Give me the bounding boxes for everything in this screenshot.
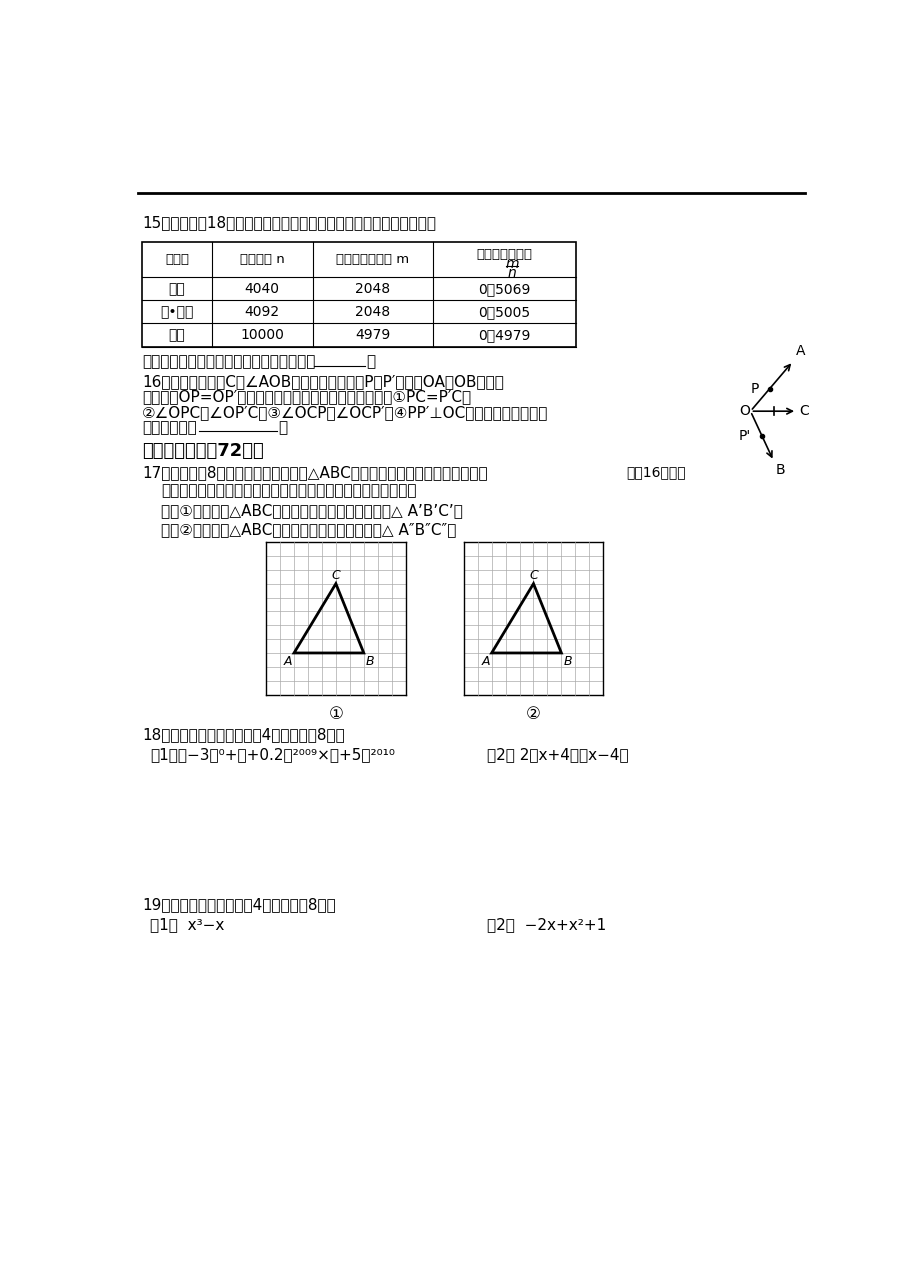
Text: B: B (776, 462, 785, 476)
Text: 。: 。 (278, 420, 288, 435)
Text: C: C (528, 570, 538, 582)
Text: （2）  −2x+x²+1: （2） −2x+x²+1 (486, 917, 606, 932)
Text: O: O (739, 405, 750, 418)
Text: B: B (366, 655, 374, 668)
Text: P': P' (738, 429, 751, 443)
Text: 德•摩根: 德•摩根 (160, 305, 194, 319)
Text: P: P (750, 382, 758, 396)
Text: 4040: 4040 (244, 282, 279, 296)
Text: 18．计算或化简：（每小题4分，本题共8分）: 18．计算或化简：（每小题4分，本题共8分） (142, 727, 345, 742)
Text: 试验者: 试验者 (165, 253, 188, 266)
Text: 0．5069: 0．5069 (478, 282, 530, 296)
Text: m: m (505, 257, 518, 271)
Text: 2048: 2048 (355, 305, 390, 319)
Text: 在图①中画出与△ABC全等且有一个公共顶点的格点△ A’B’C’；: 在图①中画出与△ABC全等且有一个公共顶点的格点△ A’B’C’； (162, 503, 463, 518)
Text: C: C (331, 570, 340, 582)
Text: n: n (507, 267, 516, 281)
Text: 果要得到OP=OP′，需要添加以下条件中的某一个即可：①PC=P′C；: 果要得到OP=OP′，需要添加以下条件中的某一个即可：①PC=P′C； (142, 389, 471, 405)
Text: ①: ① (328, 705, 343, 723)
Text: A: A (481, 655, 490, 668)
Text: （1）（−3）⁰+（+0.2）²⁰⁰⁹×（+5）²⁰¹⁰: （1）（−3）⁰+（+0.2）²⁰⁰⁹×（+5）²⁰¹⁰ (150, 747, 394, 762)
Text: 2048: 2048 (355, 282, 390, 296)
Text: 10000: 10000 (240, 328, 284, 342)
Text: 19．分解因式：（每小题4分，本题共8分）: 19．分解因式：（每小题4分，本题共8分） (142, 896, 335, 912)
Text: 布丰: 布丰 (168, 282, 185, 296)
Text: 在图②中画出与△ABC全等且有一条公共边的格点△ A″B″C″．: 在图②中画出与△ABC全等且有一条公共边的格点△ A″B″C″． (162, 522, 457, 538)
Text: A: A (795, 344, 804, 358)
Text: 。: 。 (366, 354, 375, 369)
Text: （第16题图）: （第16题图） (626, 465, 686, 479)
Text: （1）  x³−x: （1） x³−x (150, 917, 224, 932)
Text: 4092: 4092 (244, 305, 279, 319)
Text: ②∠OPC＝∠OP′C；③∠OCP＝∠OCP′；④PP′⊥OC．请你写出一个正确: ②∠OPC＝∠OP′C；③∠OCP＝∠OCP′；④PP′⊥OC．请你写出一个正确 (142, 405, 548, 420)
Text: 0．4979: 0．4979 (478, 328, 530, 342)
Text: 17．（本题共8分）如图，方格纸中的△ABC的三个顶点分别在小正方形的顶点: 17．（本题共8分）如图，方格纸中的△ABC的三个顶点分别在小正方形的顶点 (142, 465, 487, 480)
Text: 16．如图，已知点C是∠AOB平分线上的点，点P、P′分别在OA、OB上，如: 16．如图，已知点C是∠AOB平分线上的点，点P、P′分别在OA、OB上，如 (142, 374, 504, 389)
Text: 费勀: 费勀 (168, 328, 185, 342)
Text: C: C (799, 405, 808, 418)
Text: 15．下表是自18世纪以来一些统计学家进行抛硬币试验所得的数据：: 15．下表是自18世纪以来一些统计学家进行抛硬币试验所得的数据： (142, 215, 436, 230)
Bar (142, 241, 575, 346)
Text: 那么估计抛硬币正面朝上的概率的估计值是: 那么估计抛硬币正面朝上的概率的估计值是 (142, 354, 315, 369)
Text: 正面朝上的次数 m: 正面朝上的次数 m (335, 253, 409, 266)
Text: （格点）上，称为格点三角形．请在方格纸上按下列要求画图．: （格点）上，称为格点三角形．请在方格纸上按下列要求画图． (162, 484, 416, 498)
Text: 正面朝上的频率: 正面朝上的频率 (476, 248, 532, 261)
Text: ②: ② (526, 705, 540, 723)
Text: 结果的序号：: 结果的序号： (142, 420, 197, 435)
Text: 4979: 4979 (355, 328, 390, 342)
Text: 试验次数 n: 试验次数 n (240, 253, 284, 266)
Text: （2） 2（x+4）（x−4）: （2） 2（x+4）（x−4） (486, 747, 628, 762)
Text: B: B (563, 655, 572, 668)
Text: 0．5005: 0．5005 (478, 305, 530, 319)
Text: A: A (284, 655, 292, 668)
Text: 三、解答题（计72分）: 三、解答题（计72分） (142, 442, 264, 460)
